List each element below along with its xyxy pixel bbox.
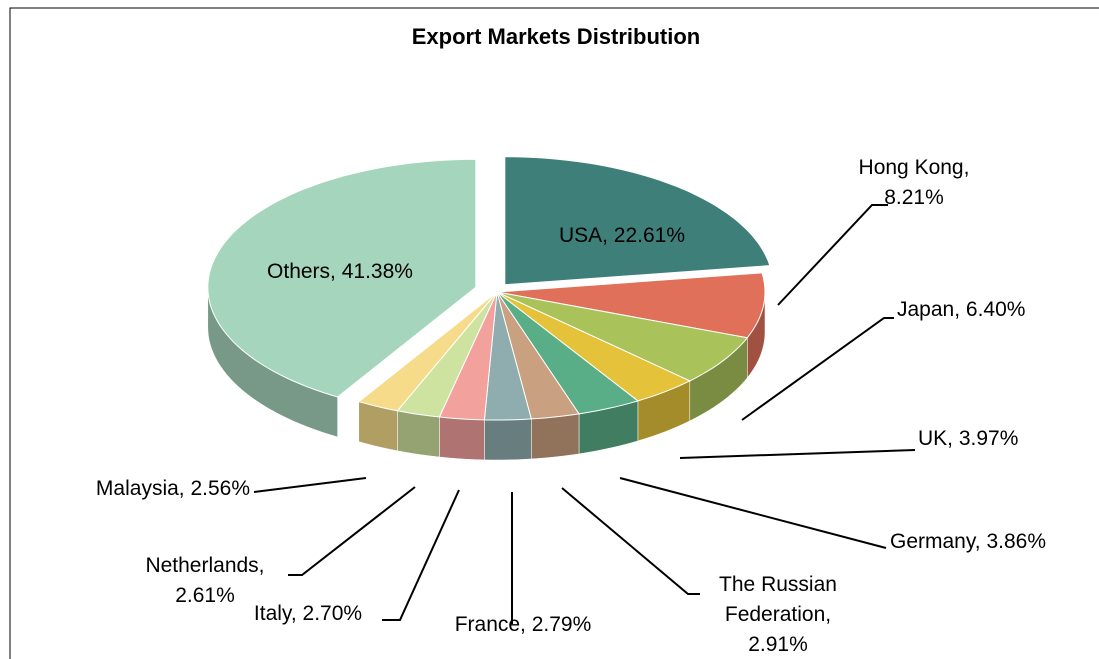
slice (496, 291, 580, 420)
leader-line (741, 317, 894, 421)
slice-side (531, 413, 580, 460)
data-label: Netherlands, 2.61% (145, 554, 264, 607)
slice-tops (207, 156, 771, 421)
leader-line (382, 489, 460, 621)
data-label: Hong Kong, 8.21% (859, 156, 970, 209)
slice (504, 156, 771, 286)
data-label: Japan, 6.40% (897, 298, 1025, 321)
leader-line (619, 477, 887, 549)
slice (396, 291, 498, 418)
slice-walls (207, 287, 766, 461)
slice-side (484, 418, 532, 461)
data-label: Italy, 2.70% (254, 602, 362, 625)
leader-line (679, 449, 916, 459)
slice (496, 291, 691, 402)
leader-line (253, 477, 367, 493)
data-labels: USA, 22.61% Hong Kong, 8.21% Japan, 6.40% UK… (96, 156, 1046, 656)
slice (496, 272, 766, 339)
slice (357, 291, 498, 412)
leader-line (561, 487, 700, 595)
slice (483, 291, 532, 421)
slice-side (439, 416, 485, 461)
data-label: Germany, 3.86% (890, 530, 1046, 553)
data-label: UK, 3.97% (918, 427, 1018, 450)
leader-line (288, 486, 416, 576)
leader-line (777, 204, 888, 306)
chart-title: Export Markets Distribution (412, 24, 700, 49)
data-label: USA, 22.61% (559, 224, 685, 247)
data-label: France, 2.79% (455, 613, 592, 636)
slice (207, 158, 477, 398)
slice-side (397, 410, 440, 458)
slice (496, 291, 639, 415)
data-label: Others, 41.38% (267, 260, 413, 283)
data-label: Malaysia, 2.56% (96, 477, 250, 500)
slice (496, 291, 749, 382)
data-label: The Russian Federation, 2.91% (719, 573, 837, 656)
